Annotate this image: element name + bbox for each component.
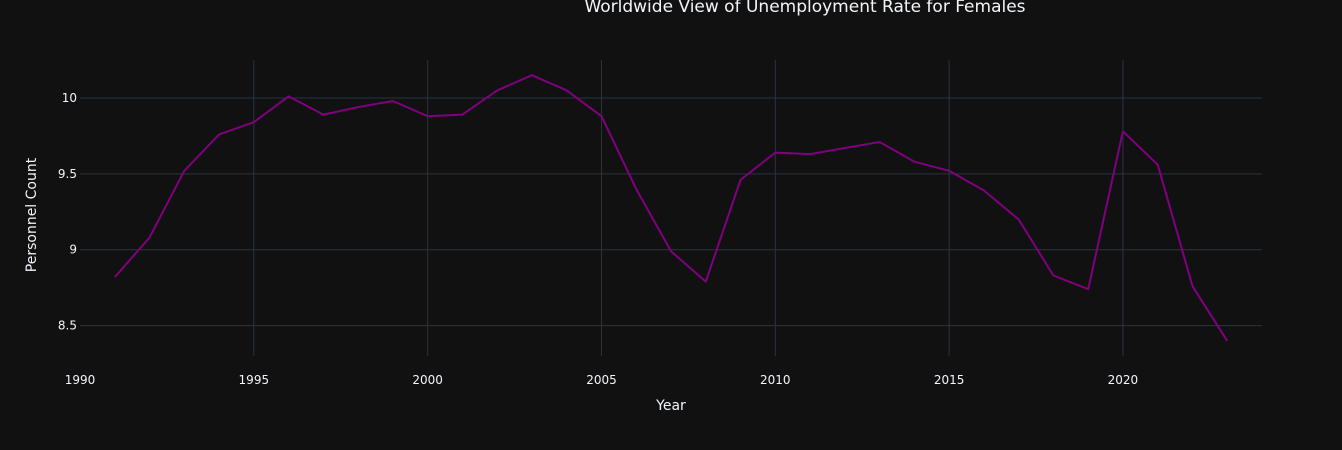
x-tick-label: 2005 [586, 373, 617, 387]
x-axis-title: Year [655, 398, 686, 414]
y-tick-label: 8.5 [58, 319, 77, 333]
chart-title: Worldwide View of Unemployment Rate for … [584, 0, 1025, 17]
x-tick-label: 1995 [239, 373, 270, 387]
tick-labels: 1990 1995 2000 2005 2010 2015 2020 8.5 9 9.5 10 [58, 91, 1138, 387]
series-line [114, 74, 1229, 342]
x-tick-label: 2020 [1108, 373, 1139, 387]
grid [80, 60, 1262, 356]
y-axis-title: Personnel Count [24, 157, 40, 272]
y-tick-label: 9.5 [58, 167, 77, 181]
y-tick-label: 9 [69, 243, 77, 257]
x-tick-label: 2015 [934, 373, 965, 387]
series-layer [114, 74, 1229, 342]
x-tick-label: 2000 [412, 373, 443, 387]
x-tick-label: 2010 [760, 373, 791, 387]
y-tick-label: 10 [62, 91, 77, 105]
x-tick-label: 1990 [65, 373, 96, 387]
